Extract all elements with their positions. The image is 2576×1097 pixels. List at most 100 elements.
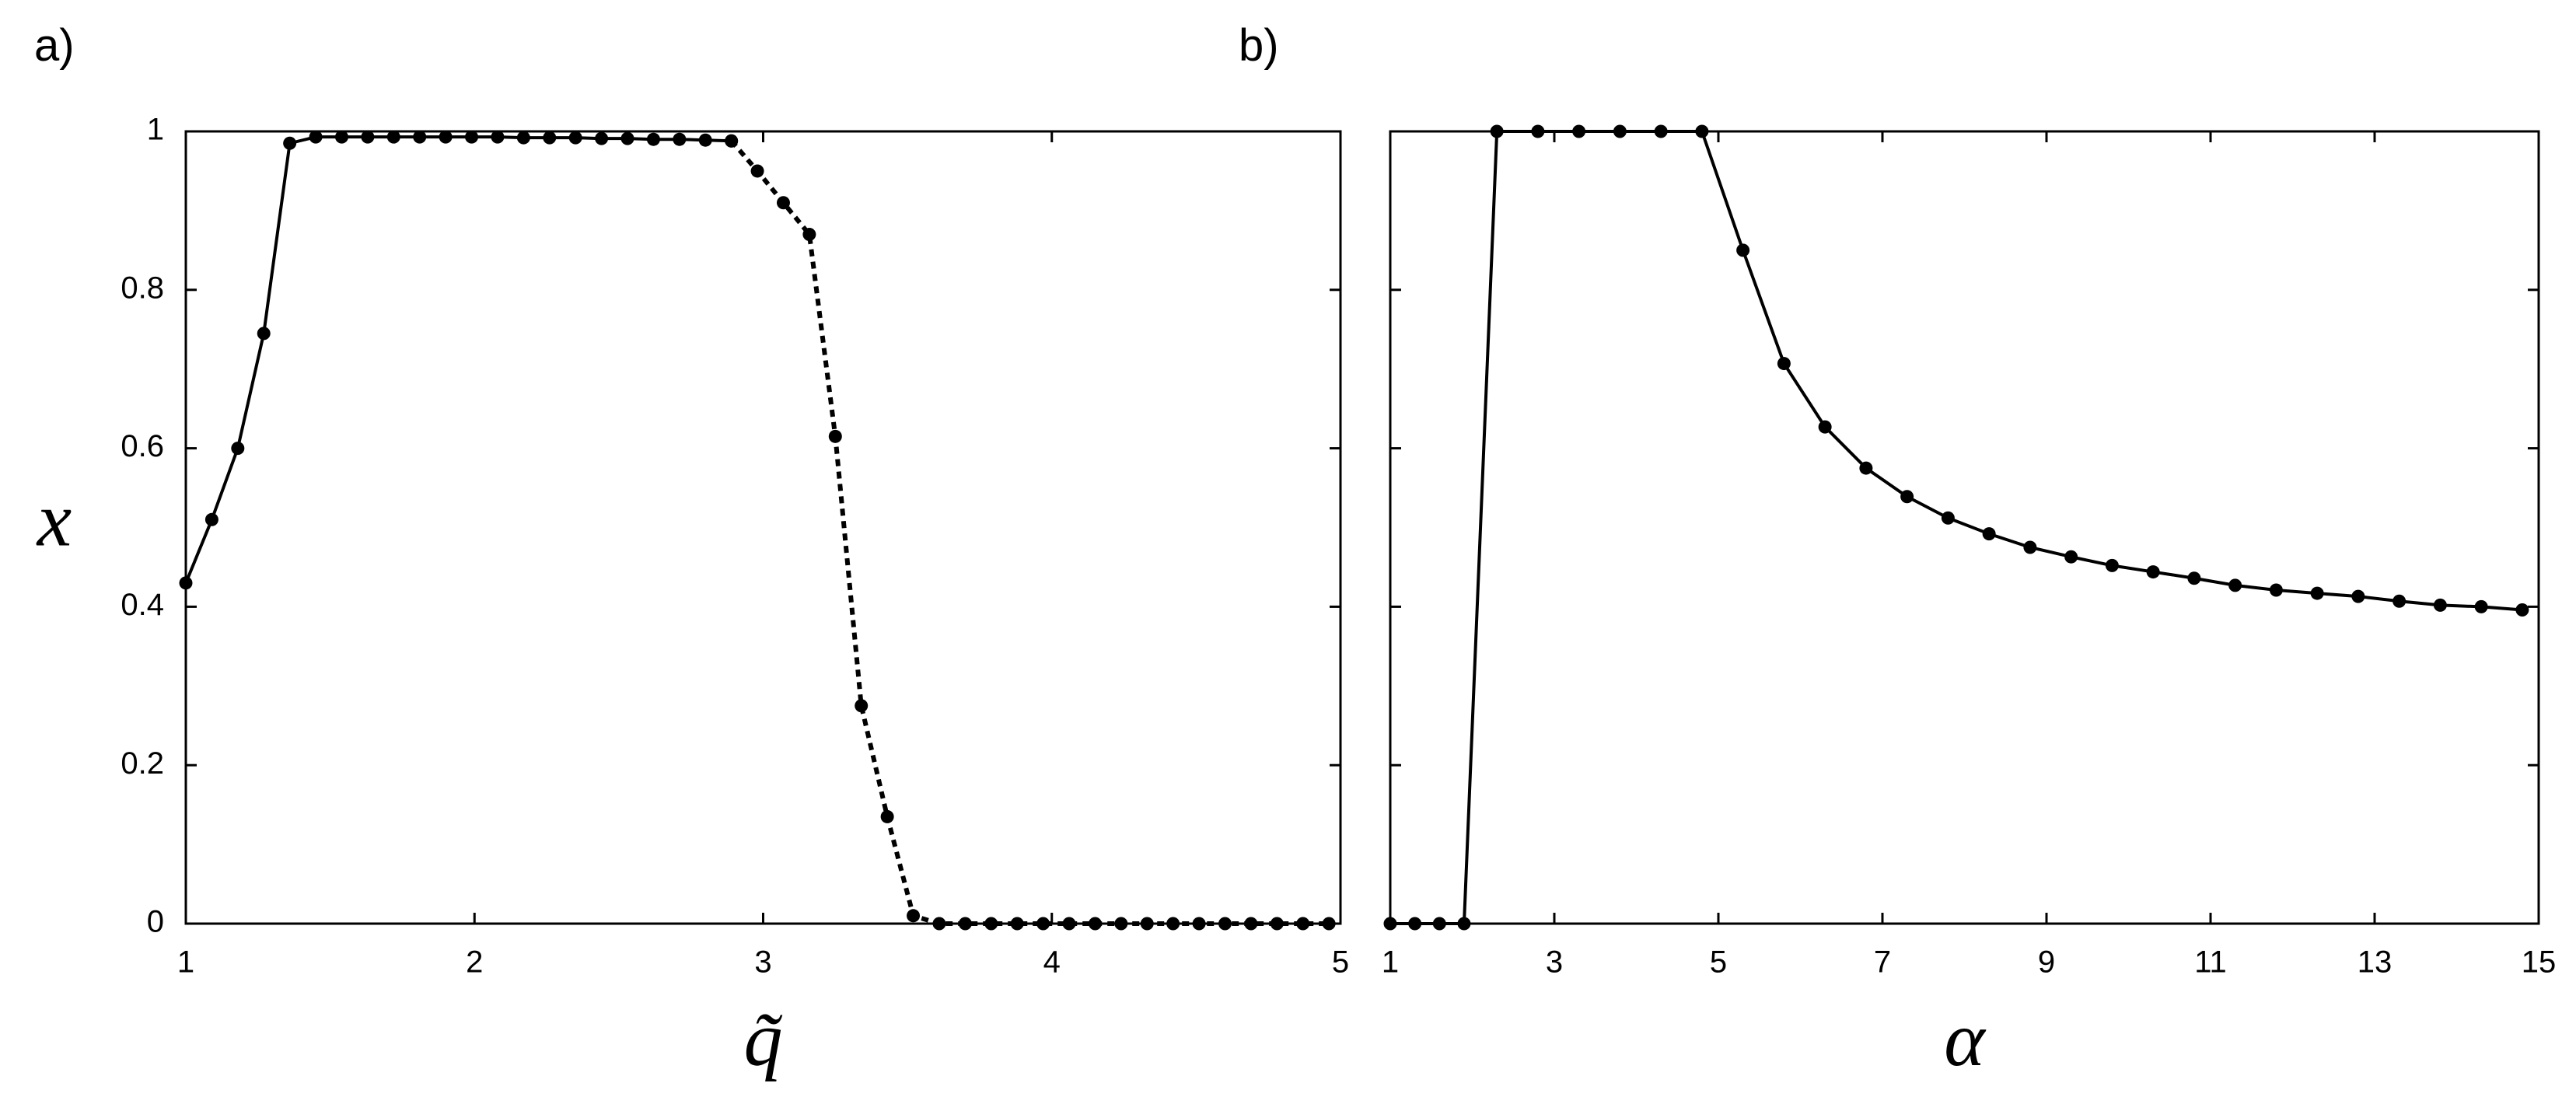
series-line: [1390, 130, 2523, 925]
data-point: [1088, 917, 1102, 931]
data-point: [1695, 124, 1709, 138]
y-tick-label: 0: [147, 905, 164, 939]
data-point: [1218, 917, 1232, 931]
data-point: [1859, 461, 1873, 475]
x-tick-label: 2: [466, 945, 483, 980]
data-point: [1736, 243, 1750, 257]
data-point: [802, 227, 816, 241]
data-point: [2351, 589, 2365, 603]
data-point: [1457, 917, 1471, 931]
data-point: [2392, 594, 2406, 608]
y-axis-label: x: [36, 476, 72, 562]
data-point: [1408, 917, 1422, 931]
data-point: [2187, 571, 2201, 585]
data-point: [1900, 490, 1914, 504]
data-point: [646, 132, 660, 146]
data-point: [2269, 583, 2283, 597]
data-point: [309, 130, 323, 144]
x-tick-label: 4: [1043, 945, 1061, 980]
data-point: [932, 917, 946, 931]
x-tick-label: 7: [1874, 945, 1891, 980]
data-point: [1777, 357, 1791, 371]
data-point: [958, 917, 972, 931]
data-point: [413, 130, 427, 144]
series-line: [729, 139, 1330, 926]
data-point: [568, 131, 582, 145]
x-tick-label: 9: [2038, 945, 2055, 980]
x-tick-label: 1: [177, 945, 194, 980]
y-tick-label: 0.2: [121, 746, 164, 781]
data-point: [1613, 124, 1627, 138]
series-line: [184, 135, 732, 584]
data-point: [361, 130, 375, 144]
data-point: [1036, 917, 1050, 931]
data-point: [1296, 917, 1310, 931]
data-point: [828, 429, 842, 443]
data-point: [984, 917, 998, 931]
x-tick-label: 15: [2522, 945, 2557, 980]
x-axis-label: α: [1944, 996, 1987, 1082]
data-point: [204, 512, 218, 526]
data-point: [1818, 420, 1832, 434]
panel-label: a): [34, 20, 75, 71]
data-point: [516, 131, 530, 145]
data-point: [2474, 599, 2488, 613]
data-point: [2310, 586, 2324, 600]
y-tick-label: 0.4: [121, 588, 164, 622]
data-point: [231, 442, 245, 456]
x-tick-label: 3: [754, 945, 771, 980]
data-point: [2515, 603, 2529, 617]
data-point: [1572, 124, 1586, 138]
plot-frame: [1389, 130, 2540, 925]
x-tick-label: 11: [2194, 945, 2227, 980]
data-point: [1432, 917, 1446, 931]
data-point: [1531, 124, 1545, 138]
y-tick-label: 0.8: [121, 271, 164, 305]
data-point: [491, 130, 505, 144]
data-point: [1941, 511, 1955, 525]
data-point: [1140, 917, 1154, 931]
y-tick-label: 1: [147, 113, 164, 147]
data-point: [1114, 917, 1128, 931]
y-tick-label: 0.6: [121, 429, 164, 463]
data-point: [1322, 917, 1336, 931]
plot-frame: [184, 130, 1342, 925]
data-point: [725, 134, 739, 148]
data-point: [2433, 598, 2447, 612]
data-point: [439, 130, 453, 144]
data-point: [465, 130, 479, 144]
data-point: [750, 164, 764, 178]
data-point: [2228, 578, 2242, 592]
data-point: [907, 909, 921, 923]
x-tick-label: 13: [2358, 945, 2392, 980]
x-tick-label: 1: [1382, 945, 1399, 980]
data-point: [386, 130, 400, 144]
data-point: [620, 131, 634, 145]
data-point: [1654, 124, 1668, 138]
data-point: [698, 133, 712, 147]
data-point: [179, 576, 193, 590]
data-point: [1982, 527, 1996, 541]
panel-label: b): [1239, 20, 1279, 71]
data-point: [673, 132, 687, 146]
data-point: [1166, 917, 1180, 931]
data-point: [880, 809, 894, 823]
x-tick-label: 5: [1332, 945, 1349, 980]
data-point: [2064, 550, 2078, 564]
x-axis-label: q̃: [744, 996, 783, 1082]
data-point: [2146, 565, 2160, 579]
data-point: [1490, 124, 1504, 138]
data-point: [1192, 917, 1206, 931]
data-point: [1010, 917, 1024, 931]
x-tick-label: 5: [1710, 945, 1727, 980]
x-tick-label: 3: [1546, 945, 1563, 980]
data-point: [1062, 917, 1076, 931]
data-point: [1244, 917, 1258, 931]
data-point: [1270, 917, 1284, 931]
data-point: [855, 699, 869, 713]
data-point: [283, 136, 297, 150]
data-point: [776, 196, 790, 210]
data-point: [2023, 540, 2037, 554]
data-point: [543, 131, 557, 145]
